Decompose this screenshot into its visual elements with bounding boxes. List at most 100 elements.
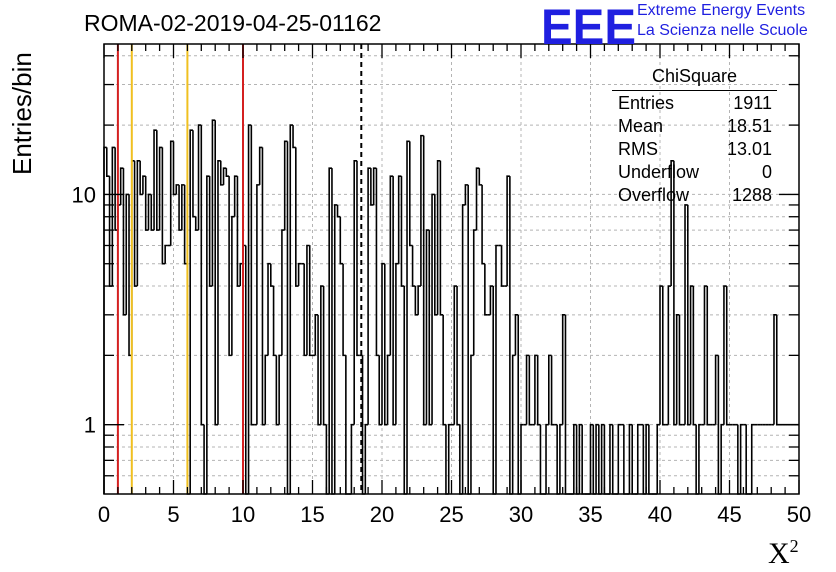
x-tick-label: 15 (300, 502, 324, 527)
histogram-bin (178, 184, 182, 231)
histogram-bin (200, 125, 205, 426)
histogram-bin (139, 160, 143, 196)
histogram-bin (111, 146, 116, 287)
histogram-bin (350, 423, 355, 494)
x-tick-label: 45 (717, 502, 741, 527)
histogram-bin (189, 129, 193, 494)
histogram-bin (514, 314, 519, 356)
histogram-bin (511, 354, 516, 494)
histogram-bin (692, 286, 697, 426)
histogram-bin (442, 314, 446, 426)
x-tick-label: 40 (648, 502, 672, 527)
histogram-bin (406, 140, 410, 494)
histogram-bin (520, 423, 524, 494)
stats-row-entries: Entries 1911 (612, 93, 772, 115)
histogram-bin (342, 263, 346, 357)
histogram-bin (306, 244, 310, 356)
x-tick-label: 25 (439, 502, 463, 527)
histogram-bin (289, 124, 294, 494)
histogram-bin (314, 314, 319, 356)
histogram-bin (439, 160, 444, 316)
histogram-bin (659, 285, 663, 425)
histogram-bin (383, 263, 388, 426)
histogram-bin (278, 354, 282, 425)
histogram-bin (375, 168, 380, 357)
histogram-bin (595, 423, 599, 494)
histogram-bin (564, 314, 569, 495)
histogram-bin (197, 124, 202, 231)
histogram-bin (397, 175, 402, 264)
histogram-bin (703, 285, 708, 425)
histogram-bin (400, 176, 405, 287)
histogram-bin (214, 120, 218, 426)
histogram-bin (231, 215, 235, 356)
histogram-bin (258, 146, 263, 185)
stats-box: ChiSquare Entries 1911 Mean 18.51 RMS 13… (612, 66, 777, 206)
histogram-bin (297, 262, 302, 287)
histogram-bin (322, 286, 327, 426)
histogram-bin (673, 160, 677, 426)
stats-label: Mean (618, 116, 664, 136)
histogram-bin (484, 263, 488, 316)
histogram-bin (292, 125, 296, 149)
histogram-bin (236, 176, 241, 287)
histogram-bin (589, 423, 594, 494)
stats-value: 1911 (733, 93, 772, 113)
histogram-bin (528, 355, 533, 426)
reference-lines (116, 44, 363, 494)
histogram-bin (228, 176, 232, 357)
histogram-bin (256, 184, 260, 425)
histogram-bin (481, 184, 485, 265)
histogram-bin (194, 216, 199, 231)
histogram-bin (225, 168, 230, 177)
histogram-bin (689, 285, 694, 425)
axis-ticks (103, 44, 800, 494)
histogram-bin (687, 204, 691, 426)
histogram-bin (447, 423, 452, 494)
stats-row-underflow: Underflow 0 (612, 162, 772, 184)
histogram-bin (472, 229, 477, 356)
chart-title: ROMA-02-2019-04-25-01162 (84, 10, 382, 36)
histogram-bin (573, 423, 577, 494)
y-tick-label: 10 (72, 182, 96, 207)
histogram-bin (372, 167, 377, 205)
y-tick-label: 1 (84, 413, 96, 438)
histogram-bin (281, 229, 285, 356)
histogram-bin (636, 423, 641, 494)
histogram-bin (169, 140, 174, 246)
histogram-bin (720, 423, 724, 494)
histogram-bin (411, 245, 416, 287)
histogram-bin (559, 423, 563, 494)
histogram-bin (667, 285, 672, 425)
histogram-bin (609, 423, 613, 494)
x-tick-label: 0 (98, 502, 110, 527)
histogram-bin (603, 424, 608, 495)
histogram-bin (628, 423, 633, 494)
histogram-bin (500, 245, 505, 287)
histogram-bin (698, 423, 702, 494)
histogram-bin (150, 194, 155, 231)
stats-label: Entries (618, 93, 675, 113)
histogram-bin (461, 204, 466, 494)
histogram-bin (739, 423, 744, 494)
histogram-bin (378, 355, 382, 426)
histogram-bin (578, 423, 583, 494)
histogram-bin (470, 354, 474, 494)
stats-label: Overflow (618, 185, 690, 205)
histogram-bin (267, 262, 271, 356)
histogram-bin (142, 175, 146, 195)
histogram-bin (395, 262, 399, 425)
histogram-bin (723, 285, 727, 425)
histogram-bin (675, 314, 680, 425)
histogram-bin (478, 168, 483, 186)
histogram-bin (428, 230, 433, 426)
histogram-bin (144, 176, 149, 231)
stats-row-mean: Mean 18.51 (612, 116, 772, 138)
histogram-bin (219, 160, 224, 186)
histogram-bin (750, 423, 755, 494)
histogram-bin (147, 193, 152, 231)
x-tick-label: 20 (370, 502, 394, 527)
stats-value: 1288 (731, 185, 772, 205)
histogram-bin (548, 354, 552, 425)
x-axis-label: X2 (768, 536, 799, 571)
